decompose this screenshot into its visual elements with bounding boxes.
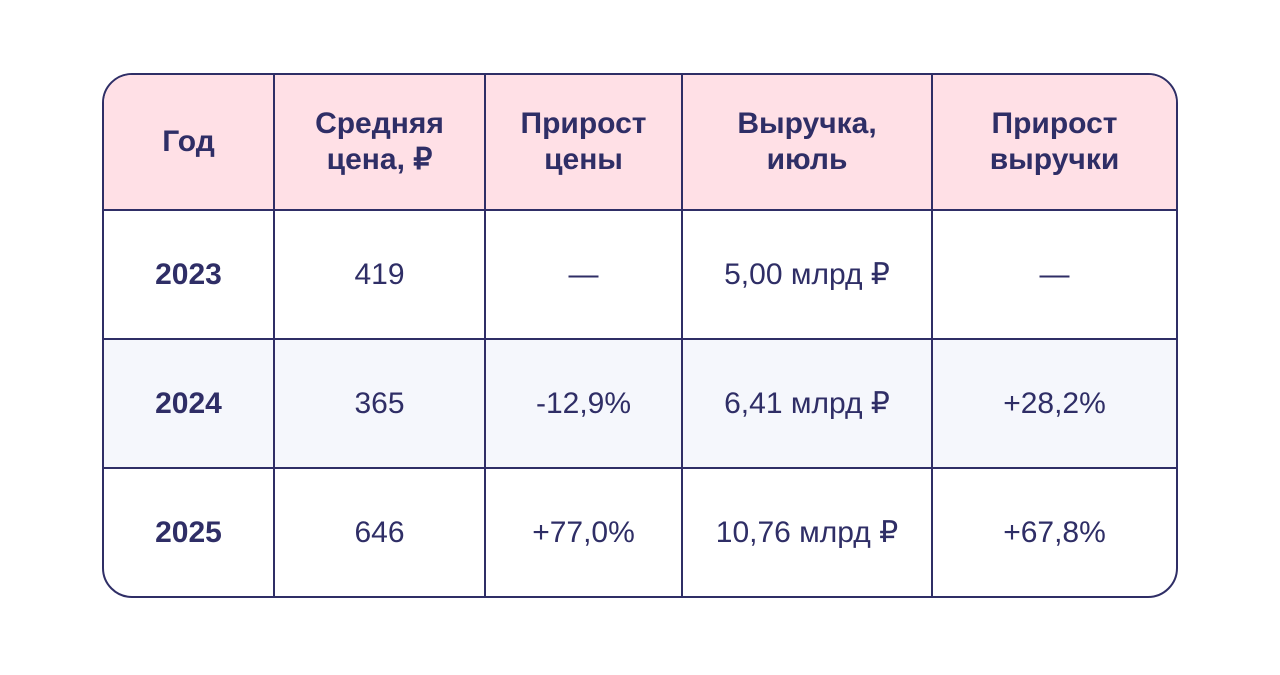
header-revenue-july: Выручка, июль bbox=[683, 75, 933, 211]
header-avg-price: Средняя цена, ₽ bbox=[275, 75, 486, 211]
table-cell-revenue: 5,00 млрд ₽ bbox=[683, 211, 933, 340]
table-cell-avg-price: 365 bbox=[275, 340, 486, 469]
data-table: Год Средняя цена, ₽ Прирост цены Выручка… bbox=[102, 73, 1178, 598]
table-cell-avg-price: 646 bbox=[275, 469, 486, 596]
table-cell-revenue-growth: — bbox=[933, 211, 1176, 340]
header-year: Год bbox=[104, 75, 275, 211]
table-cell-price-growth: +77,0% bbox=[486, 469, 683, 596]
table-cell-price-growth: -12,9% bbox=[486, 340, 683, 469]
table-cell-year: 2023 bbox=[104, 211, 275, 340]
table-cell-revenue: 10,76 млрд ₽ bbox=[683, 469, 933, 596]
table-cell-year: 2025 bbox=[104, 469, 275, 596]
table-cell-price-growth: — bbox=[486, 211, 683, 340]
header-price-growth: Прирост цены bbox=[486, 75, 683, 211]
table-cell-avg-price: 419 bbox=[275, 211, 486, 340]
table-cell-revenue-growth: +67,8% bbox=[1003, 515, 1106, 549]
table-cell-year: 2024 bbox=[104, 340, 275, 469]
header-revenue-growth: Прирост выручки bbox=[933, 75, 1176, 211]
table-cell-revenue: 6,41 млрд ₽ bbox=[683, 340, 933, 469]
table-cell-revenue-growth: +28,2% bbox=[933, 340, 1176, 469]
